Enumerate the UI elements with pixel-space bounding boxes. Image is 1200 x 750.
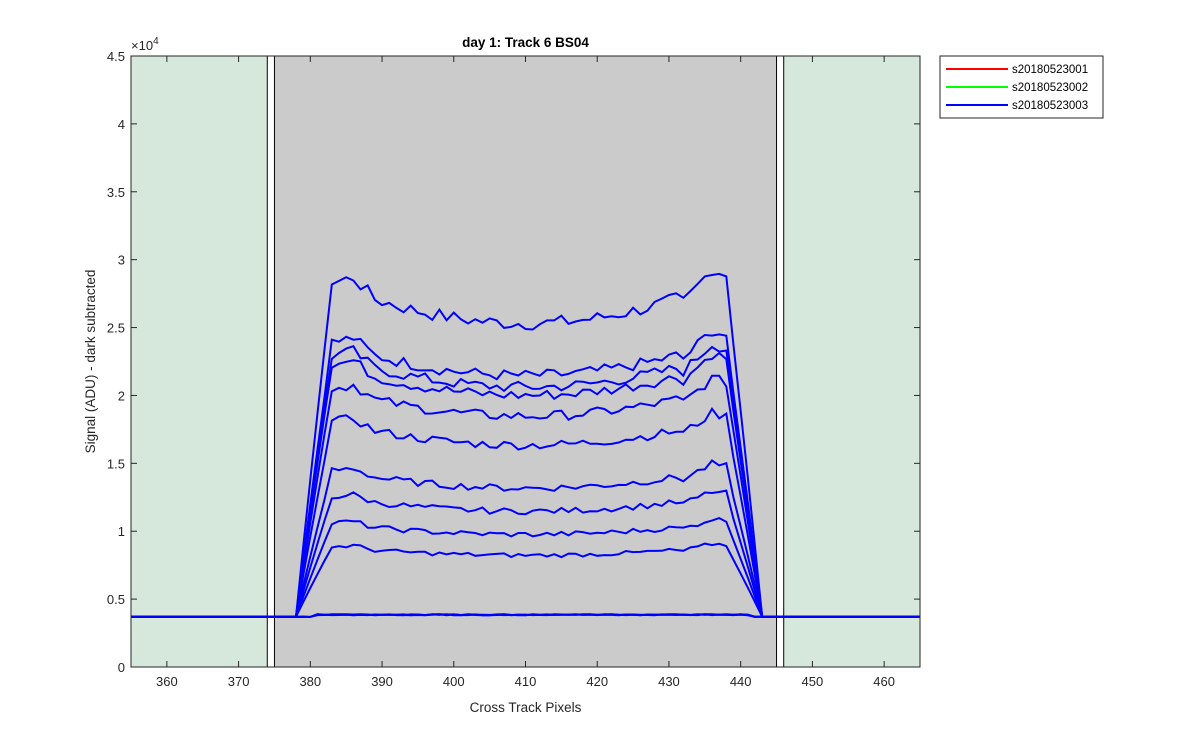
x-tick-label: 420 xyxy=(586,674,608,689)
legend-entry: s20180523001 xyxy=(1012,64,1088,76)
y-tick-label: 4.5 xyxy=(107,49,125,64)
y-tick-label: 2.5 xyxy=(107,321,125,336)
legend-entry: s20180523002 xyxy=(1012,82,1088,94)
x-tick-label: 380 xyxy=(299,674,321,689)
x-tick-label: 370 xyxy=(228,674,250,689)
x-tick-label: 400 xyxy=(443,674,465,689)
y-tick-label: 2 xyxy=(118,388,125,403)
region-layer xyxy=(130,55,921,668)
y-tick-label: 4 xyxy=(118,117,125,132)
x-tick-label: 440 xyxy=(730,674,752,689)
x-tick-label: 430 xyxy=(658,674,680,689)
ticks-layer: 360 370 380 390 400 410 420 430 440 450 460 0 0.5 1 1.… xyxy=(107,49,920,689)
y-tick-label: 0.5 xyxy=(107,592,125,607)
baseline-line-s20180523003 xyxy=(130,613,921,619)
y-tick-label: 3.5 xyxy=(107,185,125,200)
y-tick-label: 1 xyxy=(118,524,125,539)
y-tick-label: 0 xyxy=(118,660,125,675)
legend-entry: s20180523003 xyxy=(1012,100,1088,112)
legend: s20180523001 s20180523002 s20180523003 xyxy=(939,55,1104,119)
chart-title: day 1: Track 6 BS04 xyxy=(462,35,589,50)
x-tick-label: 410 xyxy=(515,674,537,689)
x-tick-label: 450 xyxy=(802,674,824,689)
x-tick-label: 460 xyxy=(873,674,895,689)
x-tick-label: 390 xyxy=(371,674,393,689)
y-axis-title: Signal (ADU) - dark subtracted xyxy=(83,270,98,454)
series-layer xyxy=(130,272,921,619)
x-tick-label: 360 xyxy=(156,674,178,689)
left-guard-region xyxy=(130,55,268,668)
right-guard-region xyxy=(783,55,921,668)
y-tick-label: 3 xyxy=(118,253,125,268)
x-axis-title: Cross Track Pixels xyxy=(470,700,582,715)
y-tick-label: 1.5 xyxy=(107,456,125,471)
y-exponent-label: ×104 xyxy=(131,36,159,53)
